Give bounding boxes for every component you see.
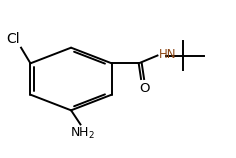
Text: O: O	[139, 82, 150, 95]
Text: NH$_2$: NH$_2$	[70, 126, 95, 141]
Text: Cl: Cl	[6, 32, 20, 46]
Text: HN: HN	[159, 48, 176, 61]
